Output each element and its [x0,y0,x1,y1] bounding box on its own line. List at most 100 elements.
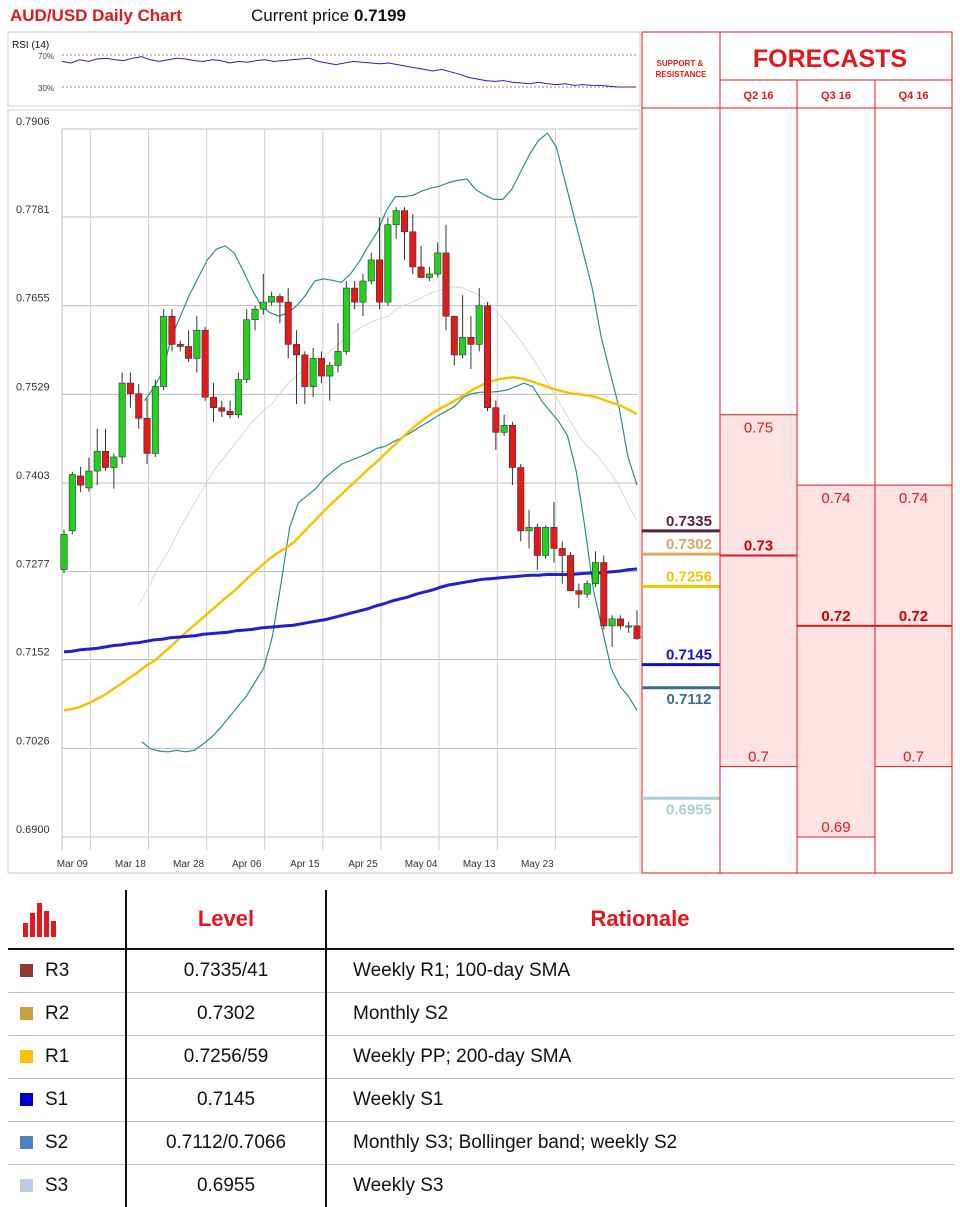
x-tick-label: Apr 25 [348,859,378,870]
rsi-upper-label: 70% [38,52,54,61]
candle [119,373,125,464]
forecast-mid: 0.72 [821,608,850,625]
forecast-high: 0.74 [899,490,928,507]
forecast-high: 0.74 [821,490,850,507]
y-tick-label: 0.7152 [16,647,50,659]
level-name-cell: S1 [8,1079,126,1122]
level-value: 0.7335/41 [126,949,326,993]
forecast-low: 0.7 [748,749,769,766]
sr-level-value: 0.7335 [666,513,712,530]
level-name-cell: R1 [8,1036,126,1079]
y-tick-label: 0.7655 [16,293,50,305]
level-value: 0.6955 [126,1165,326,1207]
forecasts-panel: FORECASTS Q2 16 0.75 0.73 0.7 Q3 16 0.74 0.72 0… [720,32,952,873]
forecast-quarter-label: Q2 16 [744,90,774,102]
level-name: R3 [45,960,69,981]
candle [542,525,548,559]
bar-chart-icon-cell [8,890,126,949]
forecasts-title: FORECASTS [753,45,907,73]
x-tick-label: Mar 18 [115,859,147,870]
candle [243,309,249,383]
level-rationale: Weekly R1; 100-day SMA [326,949,954,993]
y-tick-label: 0.7403 [16,470,50,482]
forecast-mid: 0.73 [744,537,773,554]
level-name-cell: S3 [8,1165,126,1207]
level-color-swatch [20,1136,33,1149]
forecast-range-box [720,415,797,767]
level-column-header: Level [126,890,326,949]
sr-level-value: 0.7256 [666,568,712,585]
candle [518,464,524,541]
level-color-swatch [20,1093,33,1106]
y-tick-label: 0.7026 [16,735,50,747]
x-tick-label: Mar 09 [57,859,89,870]
level-rationale: Monthly S2 [326,993,954,1036]
bar-chart-icon [20,899,60,939]
level-color-swatch [20,964,33,977]
x-tick-label: May 13 [463,859,496,870]
aud-usd-chart: RSI (14) 70% 30% 0.7906 0.7781 0.7655 0.752… [0,0,960,880]
levels-table-header: Level Rationale [8,890,954,949]
level-name: S2 [45,1132,68,1153]
price-panel [8,110,640,873]
candle [484,302,490,411]
forecast-low: 0.69 [821,819,850,836]
level-name: S3 [45,1175,68,1196]
y-tick-label: 0.7781 [16,204,50,216]
x-tick-label: Apr 06 [232,859,262,870]
forecast-range-box [797,485,875,837]
sr-level-value: 0.7302 [666,536,712,553]
y-tick-label: 0.6900 [16,824,50,836]
level-color-swatch [20,1179,33,1192]
candle [567,552,573,591]
level-value: 0.7302 [126,993,326,1036]
rsi-lower-label: 30% [38,84,54,93]
sr-level-value: 0.6955 [666,801,712,818]
forecast-mid: 0.72 [899,608,928,625]
forecast-quarter-label: Q3 16 [821,90,851,102]
y-tick-label: 0.7277 [16,559,50,571]
level-value: 0.7112/0.7066 [126,1122,326,1165]
x-tick-label: Mar 28 [173,859,205,870]
candle [152,380,158,457]
y-tick-label: 0.7906 [16,116,50,128]
sr-level-value: 0.7112 [666,691,711,708]
level-name: S1 [45,1089,68,1110]
level-name-cell: R3 [8,949,126,993]
level-rationale: Weekly PP; 200-day SMA [326,1036,954,1079]
level-color-swatch [20,1050,33,1063]
level-rationale: Monthly S3; Bollinger band; weekly S2 [326,1122,954,1165]
forecast-high: 0.75 [744,420,773,437]
level-rationale: Weekly S1 [326,1079,954,1122]
level-value: 0.7256/59 [126,1036,326,1079]
level-name: R1 [45,1046,69,1067]
candle [601,555,607,629]
level-name-cell: R2 [8,993,126,1036]
forecast-quarter-label: Q4 16 [899,90,929,102]
rationale-column-header: Rationale [326,890,954,949]
support-resistance-column: SUPPORT & RESISTANCE 0.73350.73020.72560… [642,32,720,873]
x-tick-label: Apr 15 [290,859,320,870]
level-name: R2 [45,1003,69,1024]
candle [160,309,166,390]
x-tick-label: May 23 [521,859,554,870]
candle [385,218,391,306]
rsi-label: RSI (14) [12,40,49,51]
candle [69,472,75,535]
level-name-cell: S2 [8,1122,126,1165]
x-tick-label: May 04 [405,859,438,870]
candle [202,327,208,401]
level-value: 0.7145 [126,1079,326,1122]
rsi-panel: RSI (14) 70% 30% [8,32,640,106]
sr-level-value: 0.7145 [666,647,712,664]
candle [61,529,67,573]
candle [235,373,241,419]
y-tick-label: 0.7529 [16,381,50,393]
